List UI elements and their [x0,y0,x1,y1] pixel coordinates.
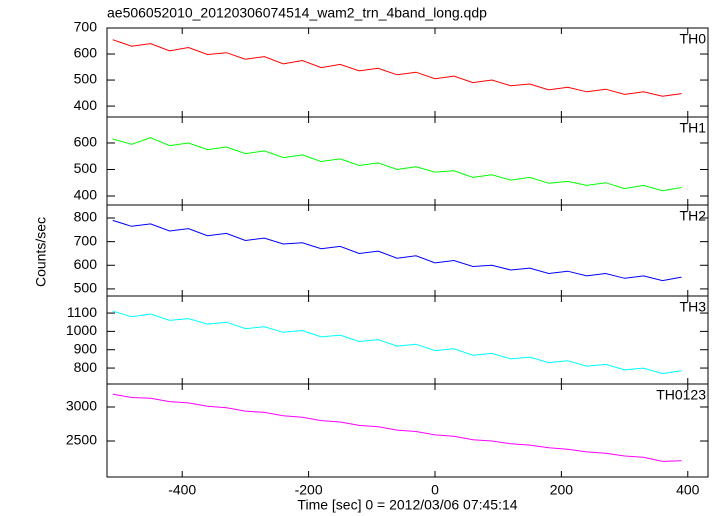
data-line [112,310,682,375]
series-label: TH2 [680,208,707,224]
data-line [112,219,682,282]
y-tick-label: 1000 [66,322,97,338]
panel-frame [106,383,709,478]
x-tick-label: 400 [676,482,700,498]
data-line [112,39,682,97]
y-tick-label: 800 [74,209,98,225]
y-tick-label: 900 [74,340,98,356]
series-label: TH0 [680,31,707,47]
data-line [112,137,682,192]
panel-frame [106,116,709,206]
panel-frame [106,27,709,118]
chart-title: ae506052010_20120306074514_wam2_trn_4ban… [107,5,487,21]
data-line [112,393,682,462]
panel-frame [106,204,709,297]
y-tick-label: 500 [74,280,98,296]
y-tick-label: 700 [74,19,98,35]
series-label: TH0123 [656,387,706,403]
y-tick-label: 500 [74,71,98,87]
panel-frame [106,295,709,385]
y-tick-label: 600 [74,134,98,150]
y-tick-label: 1100 [67,304,97,320]
y-axis-label: Counts/sec [33,217,49,287]
series-label: TH1 [680,120,707,136]
series-label: TH3 [680,299,707,315]
x-tick-label: -400 [168,482,196,498]
y-tick-label: 400 [74,97,98,113]
x-tick-label: 200 [550,482,574,498]
y-tick-label: 800 [74,359,98,375]
y-tick-label: 600 [74,256,98,272]
x-tick-label: -200 [295,482,323,498]
y-tick-label: 500 [74,160,98,176]
y-tick-label: 400 [74,187,98,203]
x-tick-label: 0 [431,482,439,498]
x-axis-label: Time [sec] 0 = 2012/03/06 07:45:14 [297,497,517,513]
y-tick-label: 700 [74,232,98,248]
y-tick-label: 3000 [66,398,97,414]
y-tick-label: 2500 [66,432,97,448]
y-tick-label: 600 [74,45,98,61]
